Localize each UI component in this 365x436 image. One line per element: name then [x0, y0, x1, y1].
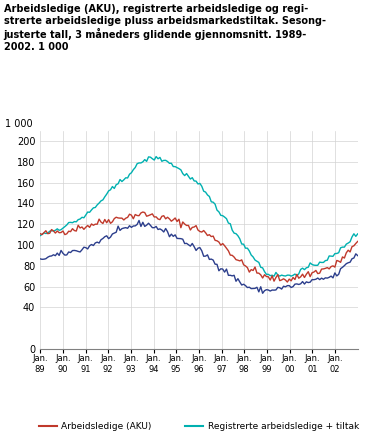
Text: Arbeidsledige (AKU), registrerte arbeidsledige og regi-
strerte arbeidsledige pl: Arbeidsledige (AKU), registrerte arbeids… — [4, 4, 326, 51]
Legend: Arbeidsledige (AKU), Registrerte arbeidsledige, Registrerte arbeidsledige + tilt: Arbeidsledige (AKU), Registrerte arbeids… — [35, 419, 362, 436]
Text: 1 000: 1 000 — [5, 119, 33, 129]
